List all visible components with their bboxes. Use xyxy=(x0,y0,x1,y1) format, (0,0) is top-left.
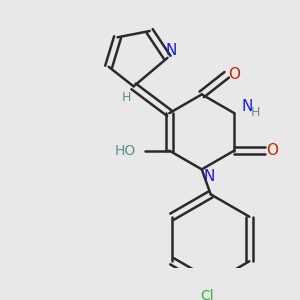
Text: O: O xyxy=(267,143,279,158)
Text: H: H xyxy=(250,106,260,119)
Text: N: N xyxy=(242,98,253,113)
Text: Cl: Cl xyxy=(200,289,214,300)
Text: H: H xyxy=(122,91,131,103)
Text: HO: HO xyxy=(115,144,136,158)
Text: N: N xyxy=(203,169,215,184)
Text: O: O xyxy=(228,67,240,82)
Text: N: N xyxy=(165,43,177,58)
